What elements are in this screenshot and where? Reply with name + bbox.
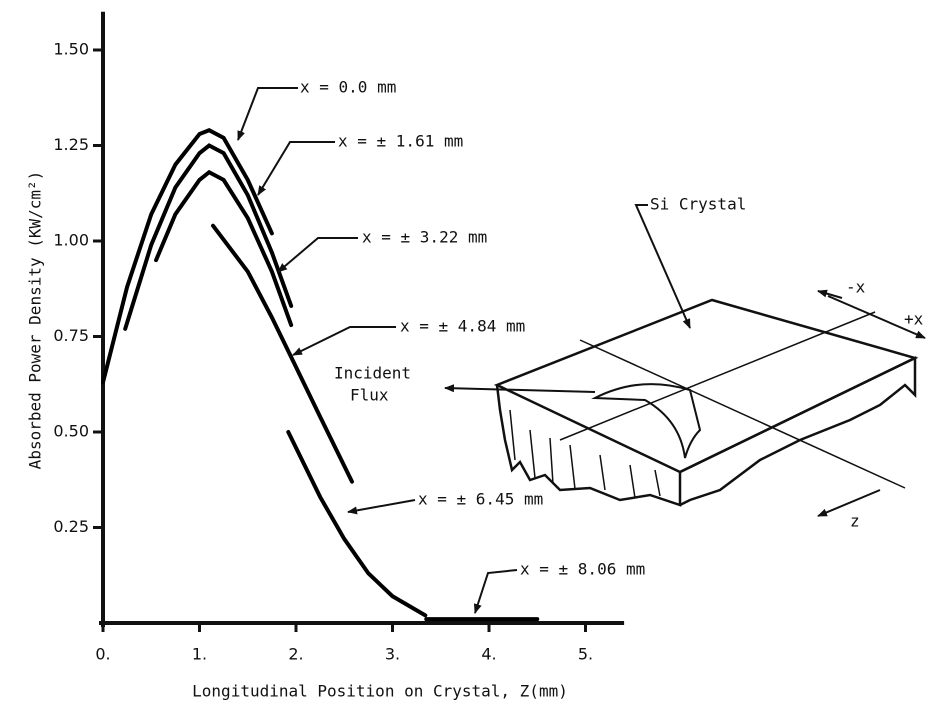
series-label: x = ± 8.06 mm	[520, 560, 645, 579]
label-arrow	[258, 142, 335, 195]
label-arrow	[278, 238, 358, 272]
crystal-diagram	[497, 300, 915, 505]
series-label: x = ± 4.84 mm	[400, 317, 525, 336]
line-series	[213, 226, 352, 482]
y-tick-label: 0.25	[53, 517, 89, 536]
chart: Longitudinal Position on Crystal, Z(mm) …	[0, 0, 928, 718]
diagram-label: Si Crystal	[650, 195, 746, 214]
y-tick-label: 1.25	[53, 135, 89, 154]
label-arrow	[238, 88, 298, 140]
series-label: x = ± 6.45 mm	[418, 490, 543, 509]
x-tick-label: 0.	[95, 645, 110, 664]
diagram-label: +x	[904, 310, 924, 329]
series-label: x = 0.0 mm	[300, 78, 396, 97]
y-tick-label: 0.75	[53, 326, 89, 345]
x-tick-label: 1.	[192, 645, 207, 664]
series-label: x = ± 3.22 mm	[362, 228, 487, 247]
y-tick-label: 0.50	[53, 422, 89, 441]
series-label: x = ± 1.61 mm	[338, 132, 463, 151]
diagram-label: z	[850, 512, 860, 531]
x-tick-label: 2.	[288, 645, 303, 664]
diagram-arrow	[636, 205, 690, 328]
x-tick-label: 4.	[481, 645, 496, 664]
diagram-label: Incident	[334, 364, 411, 383]
label-arrow	[348, 500, 415, 512]
x-tick-label: 3.	[385, 645, 400, 664]
line-series	[288, 432, 425, 615]
label-arrow	[293, 327, 396, 355]
y-tick-label: 1.00	[53, 231, 89, 250]
x-tick-label: 5.	[578, 645, 593, 664]
x-axis-label: Longitudinal Position on Crystal, Z(mm)	[192, 682, 568, 701]
diagram-label: Flux	[350, 386, 389, 405]
diagram-label: -x	[846, 278, 866, 297]
label-arrow	[475, 570, 517, 613]
diagram-arrow	[818, 490, 880, 516]
y-axis-label: Absorbed Power Density (KW/cm²)	[26, 171, 45, 470]
y-tick-label: 1.50	[53, 40, 89, 59]
